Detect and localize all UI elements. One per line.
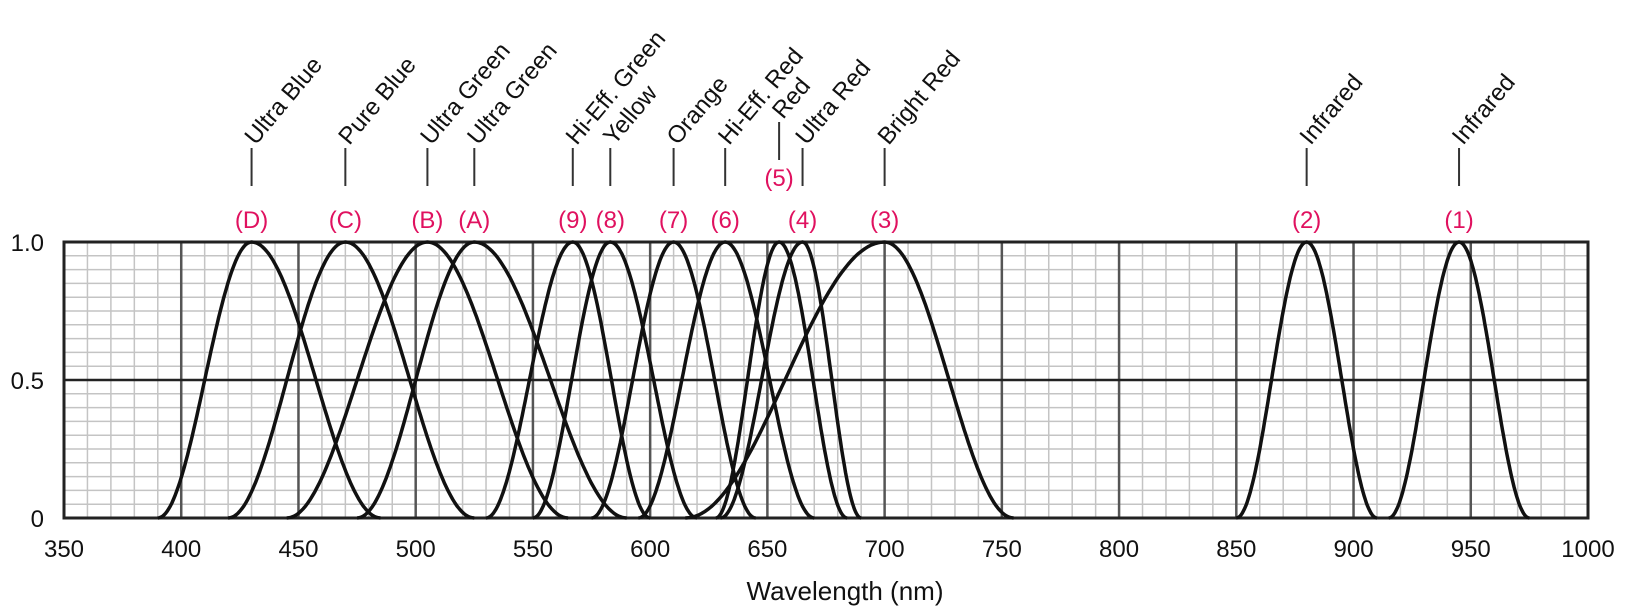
x-tick-label: 1000	[1561, 536, 1614, 563]
series-name-label: Bright Red	[873, 46, 967, 150]
spectral-curve-4	[356, 240, 627, 520]
series-code-label: (5)	[764, 165, 793, 192]
spectral-curve-5	[485, 240, 651, 520]
plot-frame	[62, 240, 1590, 520]
x-tick-label: 350	[44, 536, 84, 563]
x-tick-label: 700	[865, 536, 905, 563]
series-code-label: (2)	[1292, 207, 1321, 234]
x-tick-label: 650	[747, 536, 787, 563]
y-tick-label: 0.5	[11, 368, 44, 395]
series-name-label: Ultra Blue	[239, 52, 327, 150]
spectral-curve-1	[157, 240, 381, 520]
spectral-curve-9	[715, 240, 848, 520]
series-code-labels: (D) (C) (B) (A) (9) (8) (7) (6) (5) (4) (3) (2) (1)	[235, 165, 1474, 234]
series-code-label: (A)	[458, 207, 490, 234]
series-code-label: (D)	[235, 207, 268, 234]
series-code-label: (6)	[711, 207, 740, 234]
x-tick-label: 500	[396, 536, 436, 563]
x-tick-label: 800	[1099, 536, 1139, 563]
spectral-curve-3	[286, 240, 569, 520]
spectral-curve-13	[1388, 240, 1530, 520]
spectral-curve-10	[720, 240, 862, 520]
spectral-curve-2	[227, 240, 475, 520]
y-tick-label: 1.0	[11, 230, 44, 257]
y-tick-label: 0	[31, 506, 44, 533]
spectral-curves	[157, 240, 1530, 520]
x-tick-label: 850	[1216, 536, 1256, 563]
x-tick-label: 550	[513, 536, 553, 563]
x-tick-label: 450	[278, 536, 318, 563]
spectral-curve-7	[591, 240, 757, 520]
spectral-curve-12	[1235, 240, 1378, 520]
spectral-curve-8	[638, 240, 815, 520]
x-tick-label: 750	[982, 536, 1022, 563]
series-code-label: (C)	[329, 207, 362, 234]
x-tick-labels: 350 400 450 500 550 600 650 700 750 800 850 900 950 1…	[44, 536, 1615, 563]
series-name-label: Infrared	[1447, 69, 1521, 150]
x-tick-label: 400	[161, 536, 201, 563]
major-grid	[62, 240, 1590, 520]
series-code-label: (4)	[788, 207, 817, 234]
series-code-label: (3)	[870, 207, 899, 234]
series-code-label: (B)	[411, 207, 443, 234]
label-leader-lines	[250, 122, 1461, 186]
series-code-label: (9)	[558, 207, 587, 234]
y-tick-labels: 0 0.5 1.0	[11, 230, 44, 533]
series-name-label: Pure Blue	[333, 52, 421, 150]
spectral-curve-11	[685, 240, 1014, 520]
x-tick-label: 600	[630, 536, 670, 563]
series-code-label: (8)	[596, 207, 625, 234]
x-tick-label: 900	[1334, 536, 1374, 563]
x-tick-label: 950	[1451, 536, 1491, 563]
series-code-label: (1)	[1444, 207, 1473, 234]
series-code-label: (7)	[659, 207, 688, 234]
series-name-label: Infrared	[1295, 69, 1369, 150]
x-axis-label: Wavelength (nm)	[747, 576, 944, 606]
